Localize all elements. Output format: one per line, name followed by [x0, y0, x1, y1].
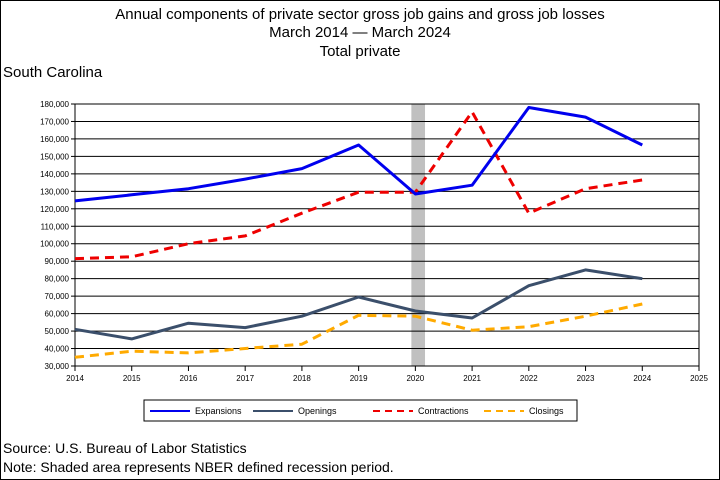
- y-tick-label: 170,000: [40, 117, 69, 126]
- x-tick-label: 2019: [350, 374, 368, 383]
- x-tick-label: 2015: [123, 374, 141, 383]
- y-tick-label: 90,000: [45, 257, 70, 266]
- legend-label-contractions: Contractions: [418, 406, 469, 416]
- y-tick-label: 50,000: [45, 327, 70, 336]
- x-tick-label: 2018: [293, 374, 311, 383]
- y-tick-label: 130,000: [40, 187, 69, 196]
- legend-label-expansions: Expansions: [195, 406, 242, 416]
- plot-area-border: [74, 103, 700, 367]
- x-tick-label: 2016: [180, 374, 198, 383]
- y-tick-label: 30,000: [45, 362, 70, 371]
- recession-band: [411, 104, 426, 366]
- y-tick-label: 160,000: [40, 135, 69, 144]
- x-tick-label: 2022: [520, 374, 538, 383]
- source-note: Source: U.S. Bureau of Labor Statistics: [3, 440, 247, 456]
- region-label: South Carolina: [3, 64, 103, 81]
- y-tick-label: 150,000: [40, 152, 69, 161]
- y-tick-label: 60,000: [45, 310, 70, 319]
- recession-note: Note: Shaded area represents NBER define…: [3, 459, 394, 475]
- y-tick-label: 180,000: [40, 100, 69, 109]
- x-tick-label: 2023: [577, 374, 595, 383]
- series-line-expansions: [74, 106, 643, 203]
- y-tick-label: 70,000: [45, 292, 70, 301]
- y-tick-label: 120,000: [40, 205, 69, 214]
- x-tick-label: 2014: [66, 374, 84, 383]
- y-tick-label: 40,000: [45, 345, 70, 354]
- series-line-openings: [74, 268, 643, 341]
- legend: [143, 399, 578, 422]
- y-tick-label: 110,000: [41, 222, 70, 231]
- series-line-contractions: [74, 110, 643, 261]
- series-line-closings: [74, 302, 643, 359]
- x-tick-label: 2017: [236, 374, 254, 383]
- x-tick-label: 2020: [406, 374, 424, 383]
- chart-date-range: March 2014 — March 2024: [269, 24, 451, 41]
- y-tick-label: 80,000: [45, 275, 70, 284]
- chart-title: Annual components of private sector gros…: [115, 6, 605, 23]
- x-tick-label: 2024: [633, 374, 651, 383]
- x-tick-label: 2021: [463, 374, 481, 383]
- y-tick-label: 100,000: [40, 240, 69, 249]
- chart-subtitle: Total private: [319, 43, 401, 60]
- legend-label-openings: Openings: [298, 406, 337, 416]
- x-tick-label: 2025: [690, 374, 708, 383]
- legend-label-closings: Closings: [529, 406, 564, 416]
- y-tick-label: 140,000: [40, 170, 69, 179]
